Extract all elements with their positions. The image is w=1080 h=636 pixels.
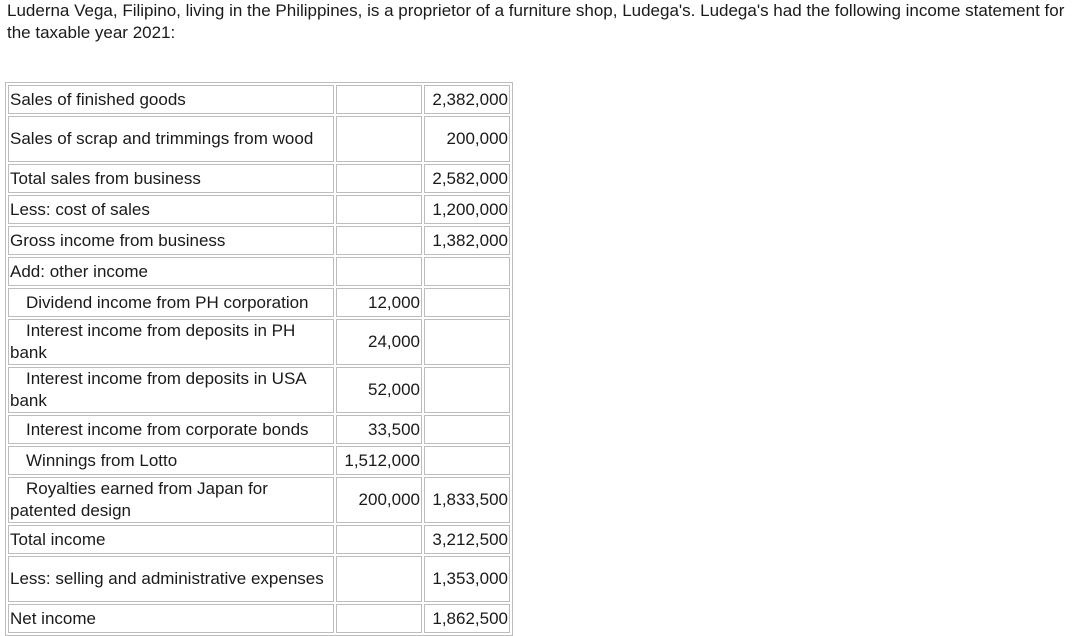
row-label: Dividend income from PH corporation xyxy=(8,288,334,317)
row-label: Sales of scrap and trimmings from wood xyxy=(8,116,334,162)
table-row: Sales of scrap and trimmings from wood 2… xyxy=(8,116,510,162)
amount-column-1: 1,512,000 xyxy=(336,446,422,475)
table-row: Interest income from corporate bonds 33,… xyxy=(8,415,510,444)
amount-column-2: 2,582,000 xyxy=(424,164,510,193)
row-label: Total sales from business xyxy=(8,164,334,193)
table-row: Royalties earned from Japan for patented… xyxy=(8,477,510,523)
row-label: Gross income from business xyxy=(8,226,334,255)
amount-column-2: 1,833,500 xyxy=(424,477,510,523)
table-row: Interest income from deposits in USA ban… xyxy=(8,367,510,413)
row-label: Interest income from deposits in USA ban… xyxy=(8,367,334,413)
table-row: Dividend income from PH corporation 12,0… xyxy=(8,288,510,317)
table-row: Interest income from deposits in PH bank… xyxy=(8,319,510,365)
amount-column-2: 1,382,000 xyxy=(424,226,510,255)
table-row: Less: cost of sales 1,200,000 xyxy=(8,195,510,224)
amount-column-2: 200,000 xyxy=(424,116,510,162)
amount-column-1 xyxy=(336,257,422,286)
amount-column-2 xyxy=(424,415,510,444)
amount-column-2: 1,200,000 xyxy=(424,195,510,224)
amount-column-2 xyxy=(424,446,510,475)
amount-column-1 xyxy=(336,164,422,193)
amount-column-1 xyxy=(336,195,422,224)
row-label: Royalties earned from Japan for patented… xyxy=(8,477,334,523)
amount-column-1 xyxy=(336,116,422,162)
row-label: Add: other income xyxy=(8,257,334,286)
row-label: Less: selling and administrative expense… xyxy=(8,556,334,602)
amount-column-1 xyxy=(336,525,422,554)
amount-column-1: 200,000 xyxy=(336,477,422,523)
amount-column-2 xyxy=(424,367,510,413)
amount-column-1: 52,000 xyxy=(336,367,422,413)
row-label: Less: cost of sales xyxy=(8,195,334,224)
row-label: Total income xyxy=(8,525,334,554)
table-row: Less: selling and administrative expense… xyxy=(8,556,510,602)
amount-column-1 xyxy=(336,226,422,255)
amount-column-2 xyxy=(424,288,510,317)
table-row: Total sales from business 2,582,000 xyxy=(8,164,510,193)
row-label: Interest income from deposits in PH bank xyxy=(8,319,334,365)
problem-statement: Luderna Vega, Filipino, living in the Ph… xyxy=(7,1,1065,42)
row-label: Net income xyxy=(8,604,334,633)
amount-column-1 xyxy=(336,85,422,114)
row-label: Interest income from corporate bonds xyxy=(8,415,334,444)
table-row: Add: other income xyxy=(8,257,510,286)
row-label: Winnings from Lotto xyxy=(8,446,334,475)
amount-column-2 xyxy=(424,319,510,365)
amount-column-1 xyxy=(336,556,422,602)
amount-column-2 xyxy=(424,257,510,286)
amount-column-1: 24,000 xyxy=(336,319,422,365)
row-label: Sales of finished goods xyxy=(8,85,334,114)
table-row: Sales of finished goods 2,382,000 xyxy=(8,85,510,114)
amount-column-2: 3,212,500 xyxy=(424,525,510,554)
amount-column-2: 2,382,000 xyxy=(424,85,510,114)
amount-column-1: 12,000 xyxy=(336,288,422,317)
table-row: Net income 1,862,500 xyxy=(8,604,510,633)
table-row: Winnings from Lotto 1,512,000 xyxy=(8,446,510,475)
table-row: Total income 3,212,500 xyxy=(8,525,510,554)
amount-column-1: 33,500 xyxy=(336,415,422,444)
table-row: Gross income from business 1,382,000 xyxy=(8,226,510,255)
amount-column-1 xyxy=(336,604,422,633)
amount-column-2: 1,353,000 xyxy=(424,556,510,602)
income-statement-table: Sales of finished goods 2,382,000 Sales … xyxy=(5,82,513,636)
amount-column-2: 1,862,500 xyxy=(424,604,510,633)
